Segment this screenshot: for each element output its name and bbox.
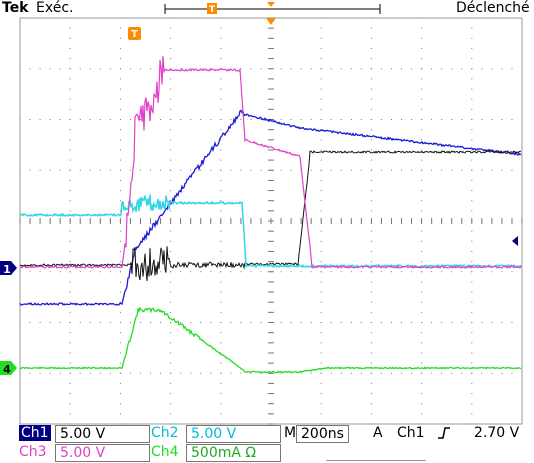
undefined (19, 109, 522, 307)
ch4-ground-marker[interactable]: 4 (0, 361, 17, 376)
trigger-t-marker-icon[interactable] (128, 27, 141, 40)
record-window-indicator: T (164, 2, 381, 15)
svg-text:T: T (209, 5, 216, 15)
timebase-label: M (284, 425, 297, 441)
ch1-scale[interactable]: 5.00 V (55, 425, 150, 443)
ch1-ground-marker[interactable]: 1 (0, 261, 17, 276)
readout-bar: Ch1 5.00 V Ch2 5.00 V M 200ns A Ch1 2.70… (0, 425, 534, 463)
record-trigger-icon (207, 3, 217, 14)
ch4-trace (19, 306, 522, 374)
svg-text:T: T (131, 29, 138, 40)
trigger-position-marker-icon[interactable] (266, 18, 276, 25)
trigger-level[interactable]: 2.70 V (474, 425, 520, 441)
ch1-tag[interactable]: Ch1 (19, 425, 51, 441)
ch1-trace (19, 149, 521, 282)
ch2-trace (19, 194, 522, 269)
ch3-tag[interactable]: Ch3 (19, 444, 47, 460)
divider (326, 460, 426, 461)
ch2-scale[interactable]: 5.00 V (186, 425, 281, 443)
waveform-display[interactable]: T T 1 4 (0, 0, 534, 425)
svg-text:4: 4 (3, 363, 11, 376)
trigger-status: Déclenché (456, 0, 530, 16)
ch3-scale[interactable]: 5.00 V (55, 444, 150, 462)
svg-text:1: 1 (3, 263, 11, 276)
ch4-tag[interactable]: Ch4 (151, 444, 179, 460)
trigger-label: A (373, 425, 383, 441)
brand-label: Tek (2, 0, 29, 16)
graticule-grid (19, 17, 523, 425)
acquisition-mode: Exéc. (36, 0, 74, 16)
trigger-pos-arrow-icon (267, 2, 275, 7)
timebase-value[interactable]: 200ns (296, 425, 349, 443)
rising-edge-icon (437, 425, 451, 445)
ch2-tag[interactable]: Ch2 (151, 425, 179, 441)
trigger-level-arrow-icon[interactable] (512, 236, 518, 246)
trigger-source[interactable]: Ch1 (397, 425, 425, 441)
ch4-scale[interactable]: 500mA Ω (186, 444, 281, 462)
status-bar: Tek Exéc. Déclenché (0, 0, 534, 18)
ch3-trace (19, 56, 522, 270)
